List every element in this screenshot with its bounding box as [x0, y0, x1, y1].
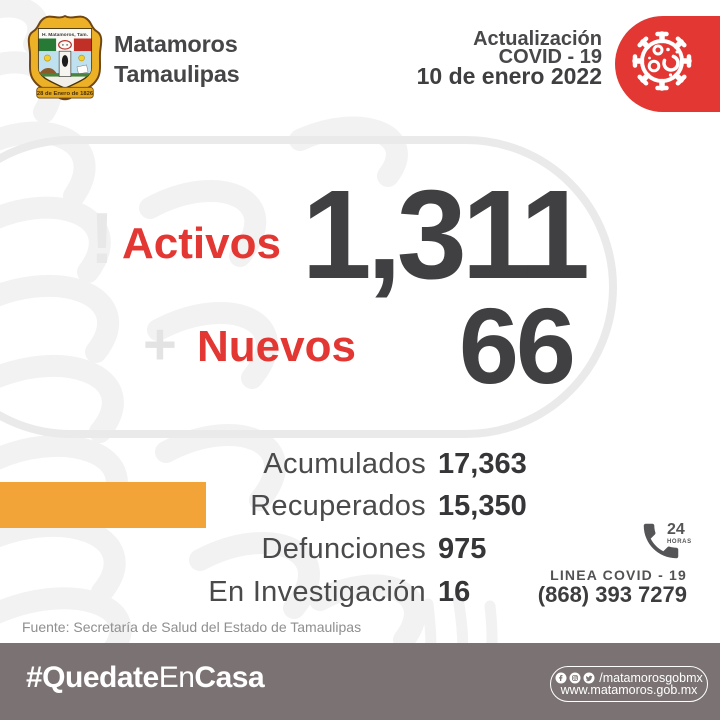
nuevos-value: 66	[458, 285, 576, 406]
hotline-24-number: 24	[667, 521, 685, 538]
facebook-icon	[555, 672, 567, 684]
brand-line-2: Tamaulipas	[114, 61, 240, 87]
twitter-icon	[583, 672, 595, 684]
stat-label-investigacion: En Investigación	[208, 576, 426, 608]
website-url: www.matamoros.gob.mx	[560, 683, 698, 697]
brand-title: Matamoros Tamaulipas	[114, 29, 240, 89]
nuevos-label: Nuevos	[197, 322, 356, 371]
crest-motto-text: 28 de Enero de 1826	[37, 91, 94, 97]
update-subject: COVID - 19	[498, 45, 602, 68]
exclamation-mark-accent: !	[90, 199, 114, 279]
stat-label-acumulados: Acumulados	[263, 448, 426, 480]
social-media-pill: /matamorosgobmx www.matamoros.gob.mx	[550, 666, 708, 702]
source-note: Fuente: Secretaría de Salud del Estado d…	[22, 619, 362, 635]
update-header: Actualización COVID - 19 10 de enero 202…	[416, 28, 602, 89]
crest-banner-text: H. Matamoros, Tam.	[42, 32, 89, 38]
stat-label-defunciones: Defunciones	[261, 533, 426, 565]
hashtag-part-1: #Quedate	[26, 661, 159, 694]
stat-value-acumulados: 17,363	[438, 448, 527, 480]
coronavirus-icon	[632, 31, 692, 91]
hotline-horas-label: HORAS	[667, 539, 692, 545]
social-handle: /matamorosgobmx	[599, 671, 703, 685]
activos-value: 1,311	[301, 164, 590, 305]
stat-label-recuperados: Recuperados	[250, 490, 426, 522]
hashtag-part-2: En	[158, 661, 195, 694]
hero-capsule-outline	[0, 136, 617, 438]
stat-value-investigacion: 16	[438, 576, 471, 608]
hotline-phone-number: (868) 393 7279	[537, 582, 687, 607]
virus-badge	[615, 16, 720, 112]
phone-24h-icon	[643, 523, 679, 559]
activos-label: Activos	[122, 219, 281, 268]
recuperados-highlight-bar	[0, 482, 206, 528]
plus-mark-accent: +	[143, 312, 177, 377]
update-title: Actualización	[473, 28, 602, 50]
instagram-icon	[569, 672, 581, 684]
brand-line-1: Matamoros	[114, 31, 238, 57]
stat-value-defunciones: 975	[438, 533, 487, 565]
city-crest-logo: H. Matamoros, Tam. 28 de Enero de 1826	[27, 14, 103, 101]
hotline-line-label: LINEA COVID - 19	[550, 567, 687, 583]
hashtag-part-3: Casa	[194, 661, 265, 694]
footer-bar: #QuedateEnCasa /matamorosgobmx	[0, 643, 720, 720]
hashtag-quedate-en-casa: #QuedateEnCasa	[26, 661, 265, 694]
update-date: 10 de enero 2022	[416, 63, 602, 89]
stat-value-recuperados: 15,350	[438, 490, 527, 522]
